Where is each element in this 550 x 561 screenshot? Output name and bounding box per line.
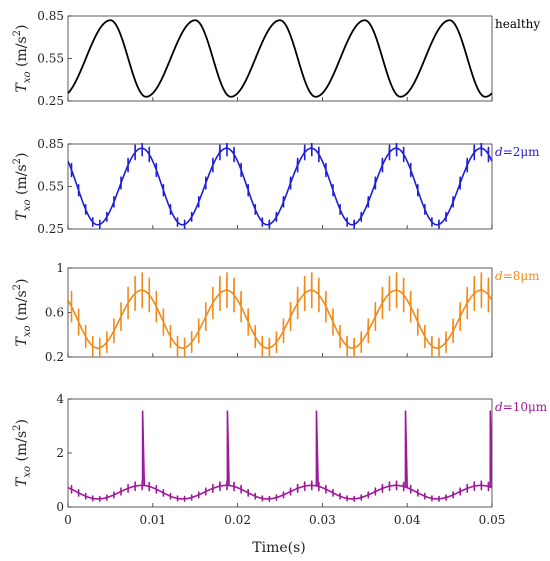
x-tick-label: 0.02 <box>224 513 251 527</box>
y-axis-label-superscript: 2 <box>12 424 23 430</box>
y-tick-label: 0.2 <box>45 350 64 364</box>
x-axis: Time(s) 0 0.01 0.02 0.03 0.04 0.05 <box>64 513 505 556</box>
y-tick-label: 1 <box>56 261 64 275</box>
y-tick-label: 0.55 <box>37 52 64 66</box>
series-label-variable: d <box>495 145 503 159</box>
y-axis-label-close: ) <box>14 279 30 284</box>
series-line <box>68 143 492 230</box>
series-line <box>68 410 492 502</box>
x-tick-label: 0.01 <box>139 513 166 527</box>
y-axis-label-subscript: xo <box>22 325 33 337</box>
series-line <box>68 272 492 358</box>
y-tick-label: 0.85 <box>37 137 64 151</box>
y-tick-label: 0.25 <box>37 222 64 236</box>
y-axis-label-symbol: T <box>14 335 30 346</box>
y-axis-label-subscript: xo <box>22 466 33 478</box>
x-tick-label: 0.04 <box>394 513 421 527</box>
series-label-variable: d <box>495 400 503 414</box>
y-axis-label-subscript: xo <box>22 199 33 211</box>
x-tick-label: 0 <box>64 513 72 527</box>
series-label-value: healthy <box>495 17 540 31</box>
chart-panel-3: 0.2 0.6 1 Txo (m/s2) d=8μm <box>12 261 540 364</box>
y-axis-label-symbol: T <box>14 476 30 487</box>
series-label-value: =2μm <box>503 145 540 159</box>
y-axis-label-close: ) <box>14 25 30 30</box>
y-tick-label: 2 <box>56 446 64 460</box>
y-axis-label: Txo (m/s2) <box>12 153 33 221</box>
series-label-variable: d <box>495 269 503 283</box>
y-tick-label: 0.25 <box>37 94 64 108</box>
y-tick-label: 0.85 <box>37 9 64 23</box>
y-axis-label-unit: (m/s <box>14 290 30 325</box>
y-axis-label-symbol: T <box>14 209 30 220</box>
x-tick-label: 0.03 <box>309 513 336 527</box>
plot-frame <box>67 15 493 102</box>
series-label-value: =10μm <box>503 400 548 414</box>
x-tick-label: 0.05 <box>479 513 506 527</box>
series-label: d=10μm <box>495 400 548 414</box>
y-tick-label: 4 <box>56 392 64 406</box>
y-axis-label-unit: (m/s <box>14 164 30 199</box>
series-label: healthy <box>495 17 540 31</box>
series-label: d=2μm <box>495 145 540 159</box>
chart-panel-1: 0.25 0.55 0.85 Txo (m/s2) healthy <box>12 9 540 108</box>
y-axis-label-symbol: T <box>14 81 30 92</box>
y-axis-label-close: ) <box>14 419 30 424</box>
y-axis-label: Txo (m/s2) <box>12 25 33 93</box>
plot-frame <box>67 267 493 358</box>
chart-panel-2: 0.25 0.55 0.85 Txo (m/s2) d=2μm <box>12 137 540 236</box>
y-axis-label-unit: (m/s <box>14 36 30 71</box>
y-axis-label: Txo (m/s2) <box>12 419 33 487</box>
plot-frame <box>67 398 493 508</box>
series-label: d=8μm <box>495 269 540 283</box>
x-axis-label: Time(s) <box>252 540 305 556</box>
series-label-value: =8μm <box>503 269 540 283</box>
y-axis-label-superscript: 2 <box>12 158 23 164</box>
y-axis-label-superscript: 2 <box>12 30 23 36</box>
y-tick-label: 0.6 <box>45 306 64 320</box>
y-axis-label-unit: (m/s <box>14 431 30 466</box>
series-line <box>68 19 492 98</box>
y-axis-label-close: ) <box>14 153 30 158</box>
y-axis-label-superscript: 2 <box>12 284 23 290</box>
y-axis-label-subscript: xo <box>22 71 33 83</box>
y-axis-label: Txo (m/s2) <box>12 279 33 347</box>
y-tick-label: 0.55 <box>37 180 64 194</box>
y-tick-label: 0 <box>56 500 64 514</box>
